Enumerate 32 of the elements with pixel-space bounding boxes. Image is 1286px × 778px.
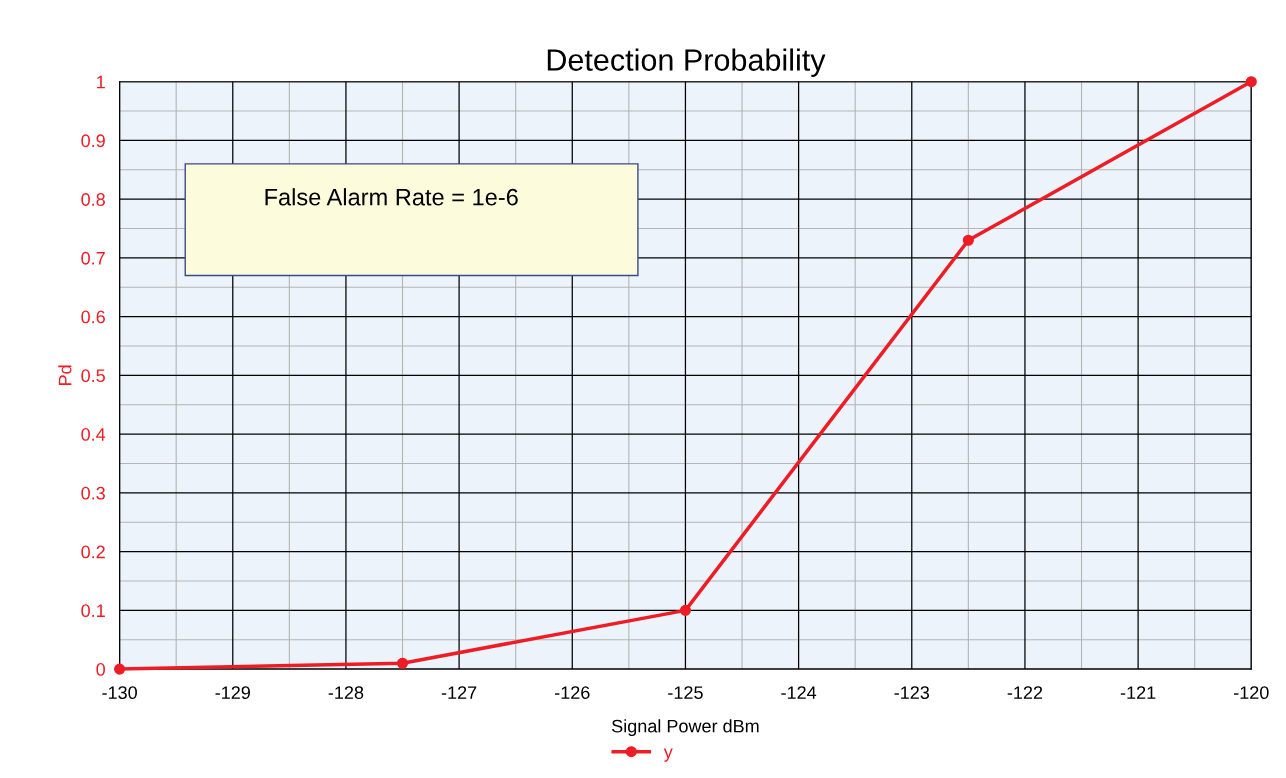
x-tick-label: -124 bbox=[781, 686, 817, 699]
y-tick-label: 0.9 bbox=[81, 134, 105, 148]
x-tick-label: -122 bbox=[1007, 686, 1043, 699]
y-tick-label: 0.3 bbox=[81, 486, 105, 500]
point bbox=[396, 657, 409, 669]
x-tick-label: -129 bbox=[215, 686, 250, 700]
y-tick-label: 0.1 bbox=[81, 604, 105, 618]
legend-label: y bbox=[663, 748, 673, 762]
y-tick-label: 0 bbox=[96, 663, 105, 676]
y-axis-title: Pd bbox=[58, 365, 72, 385]
x-tick-label: -125 bbox=[668, 686, 703, 700]
x-tick-label: -128 bbox=[328, 686, 364, 700]
y-tick-label: 0.8 bbox=[81, 193, 105, 206]
point bbox=[962, 234, 974, 246]
x-tick-label: -120 bbox=[1234, 686, 1269, 700]
y-tick-label: 0.5 bbox=[81, 369, 105, 383]
x-tick-label: -127 bbox=[441, 686, 477, 699]
y-tick-label: 0.7 bbox=[81, 251, 105, 265]
x-tick-label: -121 bbox=[1120, 686, 1156, 699]
y-tick-label: 0.4 bbox=[81, 428, 106, 441]
point bbox=[679, 604, 691, 616]
y-tick-label: 0.6 bbox=[81, 310, 105, 324]
point bbox=[1245, 76, 1257, 88]
y-tick-label: 1 bbox=[97, 75, 105, 89]
chart-title: Detection Probability bbox=[547, 48, 826, 77]
x-tick-label: -126 bbox=[555, 686, 590, 700]
annotation: False Alarm Rate = 1e-6 bbox=[265, 188, 518, 206]
point bbox=[114, 663, 126, 675]
x-tick-label: -123 bbox=[894, 686, 930, 700]
y-tick-label: 0.2 bbox=[81, 545, 105, 559]
x-axis-title: Signal Power dBm bbox=[612, 719, 759, 737]
x-tick-label: -130 bbox=[102, 686, 137, 700]
